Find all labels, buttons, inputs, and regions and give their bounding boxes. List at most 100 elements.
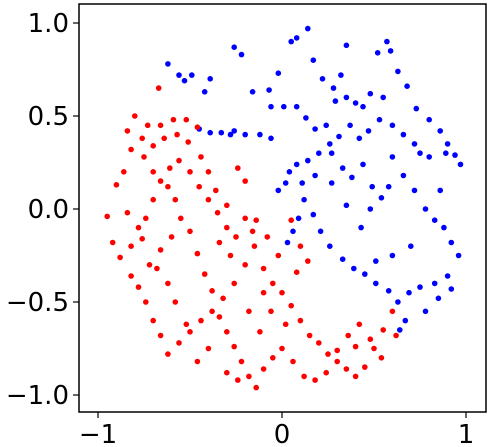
data-point	[369, 183, 376, 190]
data-point	[327, 141, 333, 147]
data-point	[139, 236, 145, 242]
data-point	[437, 128, 444, 134]
data-point	[104, 213, 110, 220]
data-point	[205, 196, 212, 203]
data-point	[218, 129, 225, 136]
data-point	[422, 308, 429, 315]
data-point	[176, 72, 182, 78]
data-point	[246, 308, 252, 315]
data-point	[275, 70, 282, 76]
data-point	[426, 116, 433, 123]
data-point	[310, 57, 317, 63]
data-point	[367, 336, 374, 343]
data-point	[417, 150, 423, 156]
data-point	[441, 224, 447, 231]
data-point	[231, 343, 237, 350]
data-point	[371, 345, 377, 352]
data-point	[157, 122, 164, 129]
data-point	[288, 302, 295, 309]
data-point	[170, 116, 177, 123]
data-point	[303, 115, 309, 121]
data-point	[242, 131, 248, 138]
data-point	[270, 355, 276, 361]
data-point	[367, 206, 374, 212]
points-layer	[104, 25, 464, 391]
data-point	[198, 317, 204, 324]
data-point	[113, 182, 120, 188]
data-point	[257, 131, 263, 138]
data-point	[194, 250, 201, 257]
data-point	[205, 169, 212, 175]
data-point	[282, 180, 289, 186]
ticks-layer: −1 0 1 −1.0 −0.5 0.0 0.5 1.0	[6, 9, 474, 447]
data-point	[257, 329, 263, 335]
data-point	[253, 217, 259, 223]
data-point	[178, 215, 184, 222]
data-point	[139, 135, 145, 142]
data-point	[367, 90, 374, 97]
data-point	[235, 377, 241, 383]
x-tick-label: 0	[274, 420, 291, 447]
data-point	[146, 262, 153, 268]
data-point	[362, 364, 368, 370]
data-point	[426, 154, 433, 160]
data-point	[305, 25, 311, 32]
data-point	[378, 355, 385, 361]
y-tick-label: −1.0	[6, 381, 69, 411]
data-point	[264, 234, 271, 240]
data-point	[268, 135, 274, 142]
data-point	[189, 72, 195, 78]
data-point	[295, 215, 302, 222]
data-point	[297, 317, 304, 324]
data-point	[128, 243, 134, 249]
data-point	[448, 286, 455, 292]
data-point	[452, 152, 458, 158]
data-point	[380, 94, 387, 101]
data-point	[323, 122, 330, 129]
data-point	[389, 252, 396, 259]
data-point	[356, 321, 363, 328]
data-point	[150, 169, 156, 175]
data-point	[260, 366, 267, 372]
data-point	[128, 146, 134, 153]
data-point	[196, 183, 202, 190]
data-point	[349, 174, 355, 181]
data-point	[334, 358, 341, 365]
data-point	[317, 228, 324, 235]
data-point	[260, 289, 267, 296]
data-point	[306, 332, 313, 339]
data-point	[168, 234, 175, 240]
data-point	[325, 351, 331, 357]
data-point	[207, 76, 213, 82]
data-point	[251, 243, 258, 249]
data-point	[448, 239, 455, 246]
data-point	[343, 366, 350, 372]
data-point	[235, 165, 241, 171]
data-point	[356, 135, 363, 142]
data-point	[316, 150, 322, 156]
data-point	[194, 358, 201, 365]
data-point	[220, 295, 226, 302]
data-point	[253, 384, 259, 391]
data-point	[310, 211, 317, 218]
data-point	[185, 139, 191, 145]
data-point	[157, 178, 164, 184]
data-point	[305, 157, 311, 164]
data-point	[150, 196, 156, 203]
data-point	[201, 89, 208, 95]
data-point	[455, 252, 462, 259]
data-point	[176, 340, 182, 346]
data-point	[181, 77, 188, 84]
data-point	[343, 202, 350, 209]
data-point	[402, 317, 409, 324]
data-point	[132, 113, 138, 119]
data-point	[205, 345, 212, 352]
data-point	[238, 51, 245, 58]
data-point	[360, 161, 366, 168]
data-point	[135, 224, 142, 231]
data-point	[373, 280, 379, 287]
data-point	[373, 258, 379, 264]
data-point	[150, 317, 156, 324]
data-point	[165, 351, 171, 357]
data-point	[312, 172, 318, 179]
